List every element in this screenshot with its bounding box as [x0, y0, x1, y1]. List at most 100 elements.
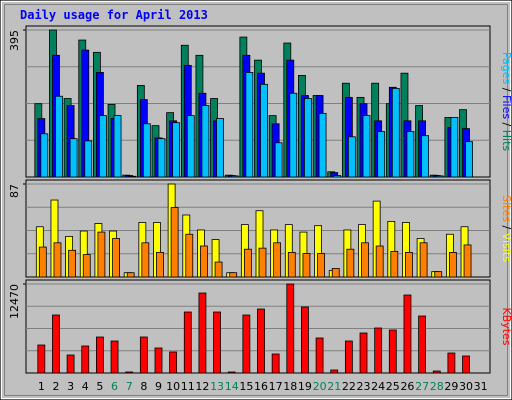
- x-tick-label: 15: [239, 380, 253, 393]
- y-tick-label: 12470: [8, 284, 21, 319]
- bar: [286, 283, 295, 374]
- x-tick-label: 8: [140, 380, 147, 393]
- bar: [214, 261, 223, 278]
- bar: [38, 246, 47, 278]
- bar: [99, 115, 107, 178]
- x-tick-label: 26: [400, 380, 414, 393]
- bar: [362, 115, 371, 178]
- x-tick-label: 11: [181, 380, 195, 393]
- bar: [346, 248, 355, 278]
- bar: [40, 133, 49, 178]
- bar: [375, 245, 384, 278]
- legend-separator: /: [500, 222, 512, 233]
- y-tick-label: 395: [8, 30, 21, 51]
- bar: [304, 98, 312, 178]
- bar: [185, 233, 194, 278]
- legend-entry: Files: [500, 95, 512, 119]
- x-tick-label: 27: [415, 380, 429, 393]
- x-tick-label: 5: [96, 380, 103, 393]
- bar: [330, 369, 339, 374]
- x-tick-label: 30: [459, 380, 473, 393]
- bar: [435, 175, 444, 178]
- bar: [419, 242, 428, 278]
- legend: Pages / Files / Hits: [500, 52, 512, 152]
- x-tick-label: 23: [357, 380, 371, 393]
- x-tick-label: 29: [444, 380, 458, 393]
- bar: [113, 115, 122, 178]
- bar: [301, 306, 309, 374]
- bar: [170, 207, 179, 278]
- legend: KBytes: [500, 307, 512, 345]
- bar: [344, 340, 353, 374]
- x-tick-label: 12: [195, 380, 209, 393]
- bar: [273, 242, 282, 278]
- bar: [287, 252, 296, 278]
- bar: [318, 112, 327, 178]
- bar: [331, 268, 340, 278]
- x-tick-label: 2: [52, 380, 59, 393]
- bar: [260, 83, 268, 178]
- x-tick-label: 3: [67, 380, 74, 393]
- chart-title: Daily usage for April 2013: [20, 8, 208, 22]
- bar: [243, 248, 252, 278]
- bar: [391, 88, 400, 178]
- bar: [347, 136, 356, 178]
- x-tick-label: 14: [225, 380, 239, 393]
- bar: [125, 371, 134, 374]
- bar: [274, 142, 283, 178]
- bar: [169, 351, 178, 374]
- bar: [302, 253, 311, 278]
- bar: [110, 340, 119, 374]
- bar: [128, 175, 137, 178]
- bar: [374, 327, 383, 374]
- bar: [434, 271, 443, 278]
- bar: [213, 311, 221, 374]
- bar: [55, 95, 63, 178]
- x-tick-label: 17: [269, 380, 283, 393]
- frame-inner: [4, 4, 508, 396]
- bar: [201, 105, 210, 178]
- bar: [421, 135, 429, 178]
- legend-entry: Pages: [500, 52, 512, 85]
- bar: [315, 337, 324, 374]
- bar: [154, 347, 163, 374]
- x-tick-label: 6: [111, 380, 118, 393]
- bar: [289, 92, 298, 178]
- bar: [96, 336, 104, 374]
- bar: [465, 141, 473, 178]
- x-tick-label: 19: [298, 380, 312, 393]
- bar: [139, 336, 148, 374]
- x-tick-label: 28: [430, 380, 444, 393]
- bar: [37, 344, 46, 374]
- bar: [142, 123, 151, 178]
- legend-entry: KBytes: [500, 307, 512, 345]
- x-tick-label: 21: [327, 380, 341, 393]
- x-tick-label: 22: [342, 380, 356, 393]
- bar: [405, 252, 413, 278]
- bar: [141, 242, 150, 278]
- bar: [462, 355, 470, 374]
- bar: [432, 370, 441, 374]
- legend-separator: /: [500, 119, 512, 130]
- bar: [112, 238, 120, 278]
- x-tick-label: 24: [371, 380, 385, 393]
- bar: [68, 249, 77, 278]
- x-tick-label: 7: [126, 380, 133, 393]
- bar: [418, 315, 426, 374]
- legend-entry: Sites: [500, 195, 512, 222]
- x-tick-label: 25: [386, 380, 400, 393]
- legend-entry: Hits: [500, 130, 512, 152]
- bar: [406, 131, 415, 178]
- bar: [257, 308, 265, 374]
- bar: [198, 292, 207, 374]
- bar: [69, 138, 78, 178]
- bar: [172, 122, 181, 178]
- bar: [81, 345, 90, 374]
- bar: [84, 140, 93, 178]
- x-tick-label: 4: [82, 380, 89, 393]
- bar: [229, 272, 238, 278]
- x-tick-label: 18: [283, 380, 297, 393]
- bar: [66, 354, 75, 374]
- bar: [447, 352, 456, 374]
